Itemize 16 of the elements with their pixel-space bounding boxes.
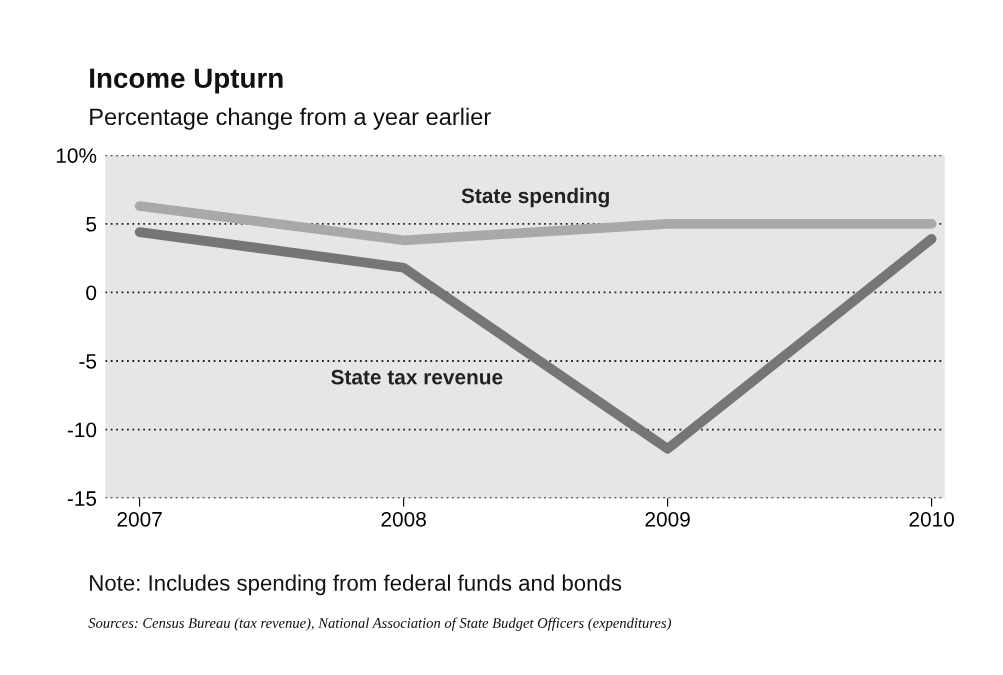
- y-tick-label: -5: [79, 354, 97, 369]
- series-label: State spending: [461, 187, 609, 208]
- x-tick-label: 2010: [909, 511, 954, 527]
- series-label: State tax revenue: [331, 369, 503, 385]
- text: Note: Includes spending from federal funds and bonds: [90, 574, 622, 596]
- y-tick-label: 10%: [56, 148, 97, 163]
- x-tick-label: 2007: [117, 511, 162, 527]
- y-tick-label: 0: [86, 285, 97, 301]
- chart-subtitle: Percentage change from a year earlier: [90, 107, 491, 130]
- y-tick-label: -15: [67, 491, 97, 506]
- chart-title: Income Upturn: [90, 68, 283, 94]
- y-tick-label: 5: [86, 217, 97, 232]
- x-tick-label: 2008: [381, 511, 426, 527]
- y-tick-label: -10: [67, 422, 97, 438]
- x-tick-label: 2009: [645, 511, 690, 527]
- source-note: Sources: Census Bureau (tax revenue), National Association of State Budget Officers (expenditures): [88, 617, 672, 631]
